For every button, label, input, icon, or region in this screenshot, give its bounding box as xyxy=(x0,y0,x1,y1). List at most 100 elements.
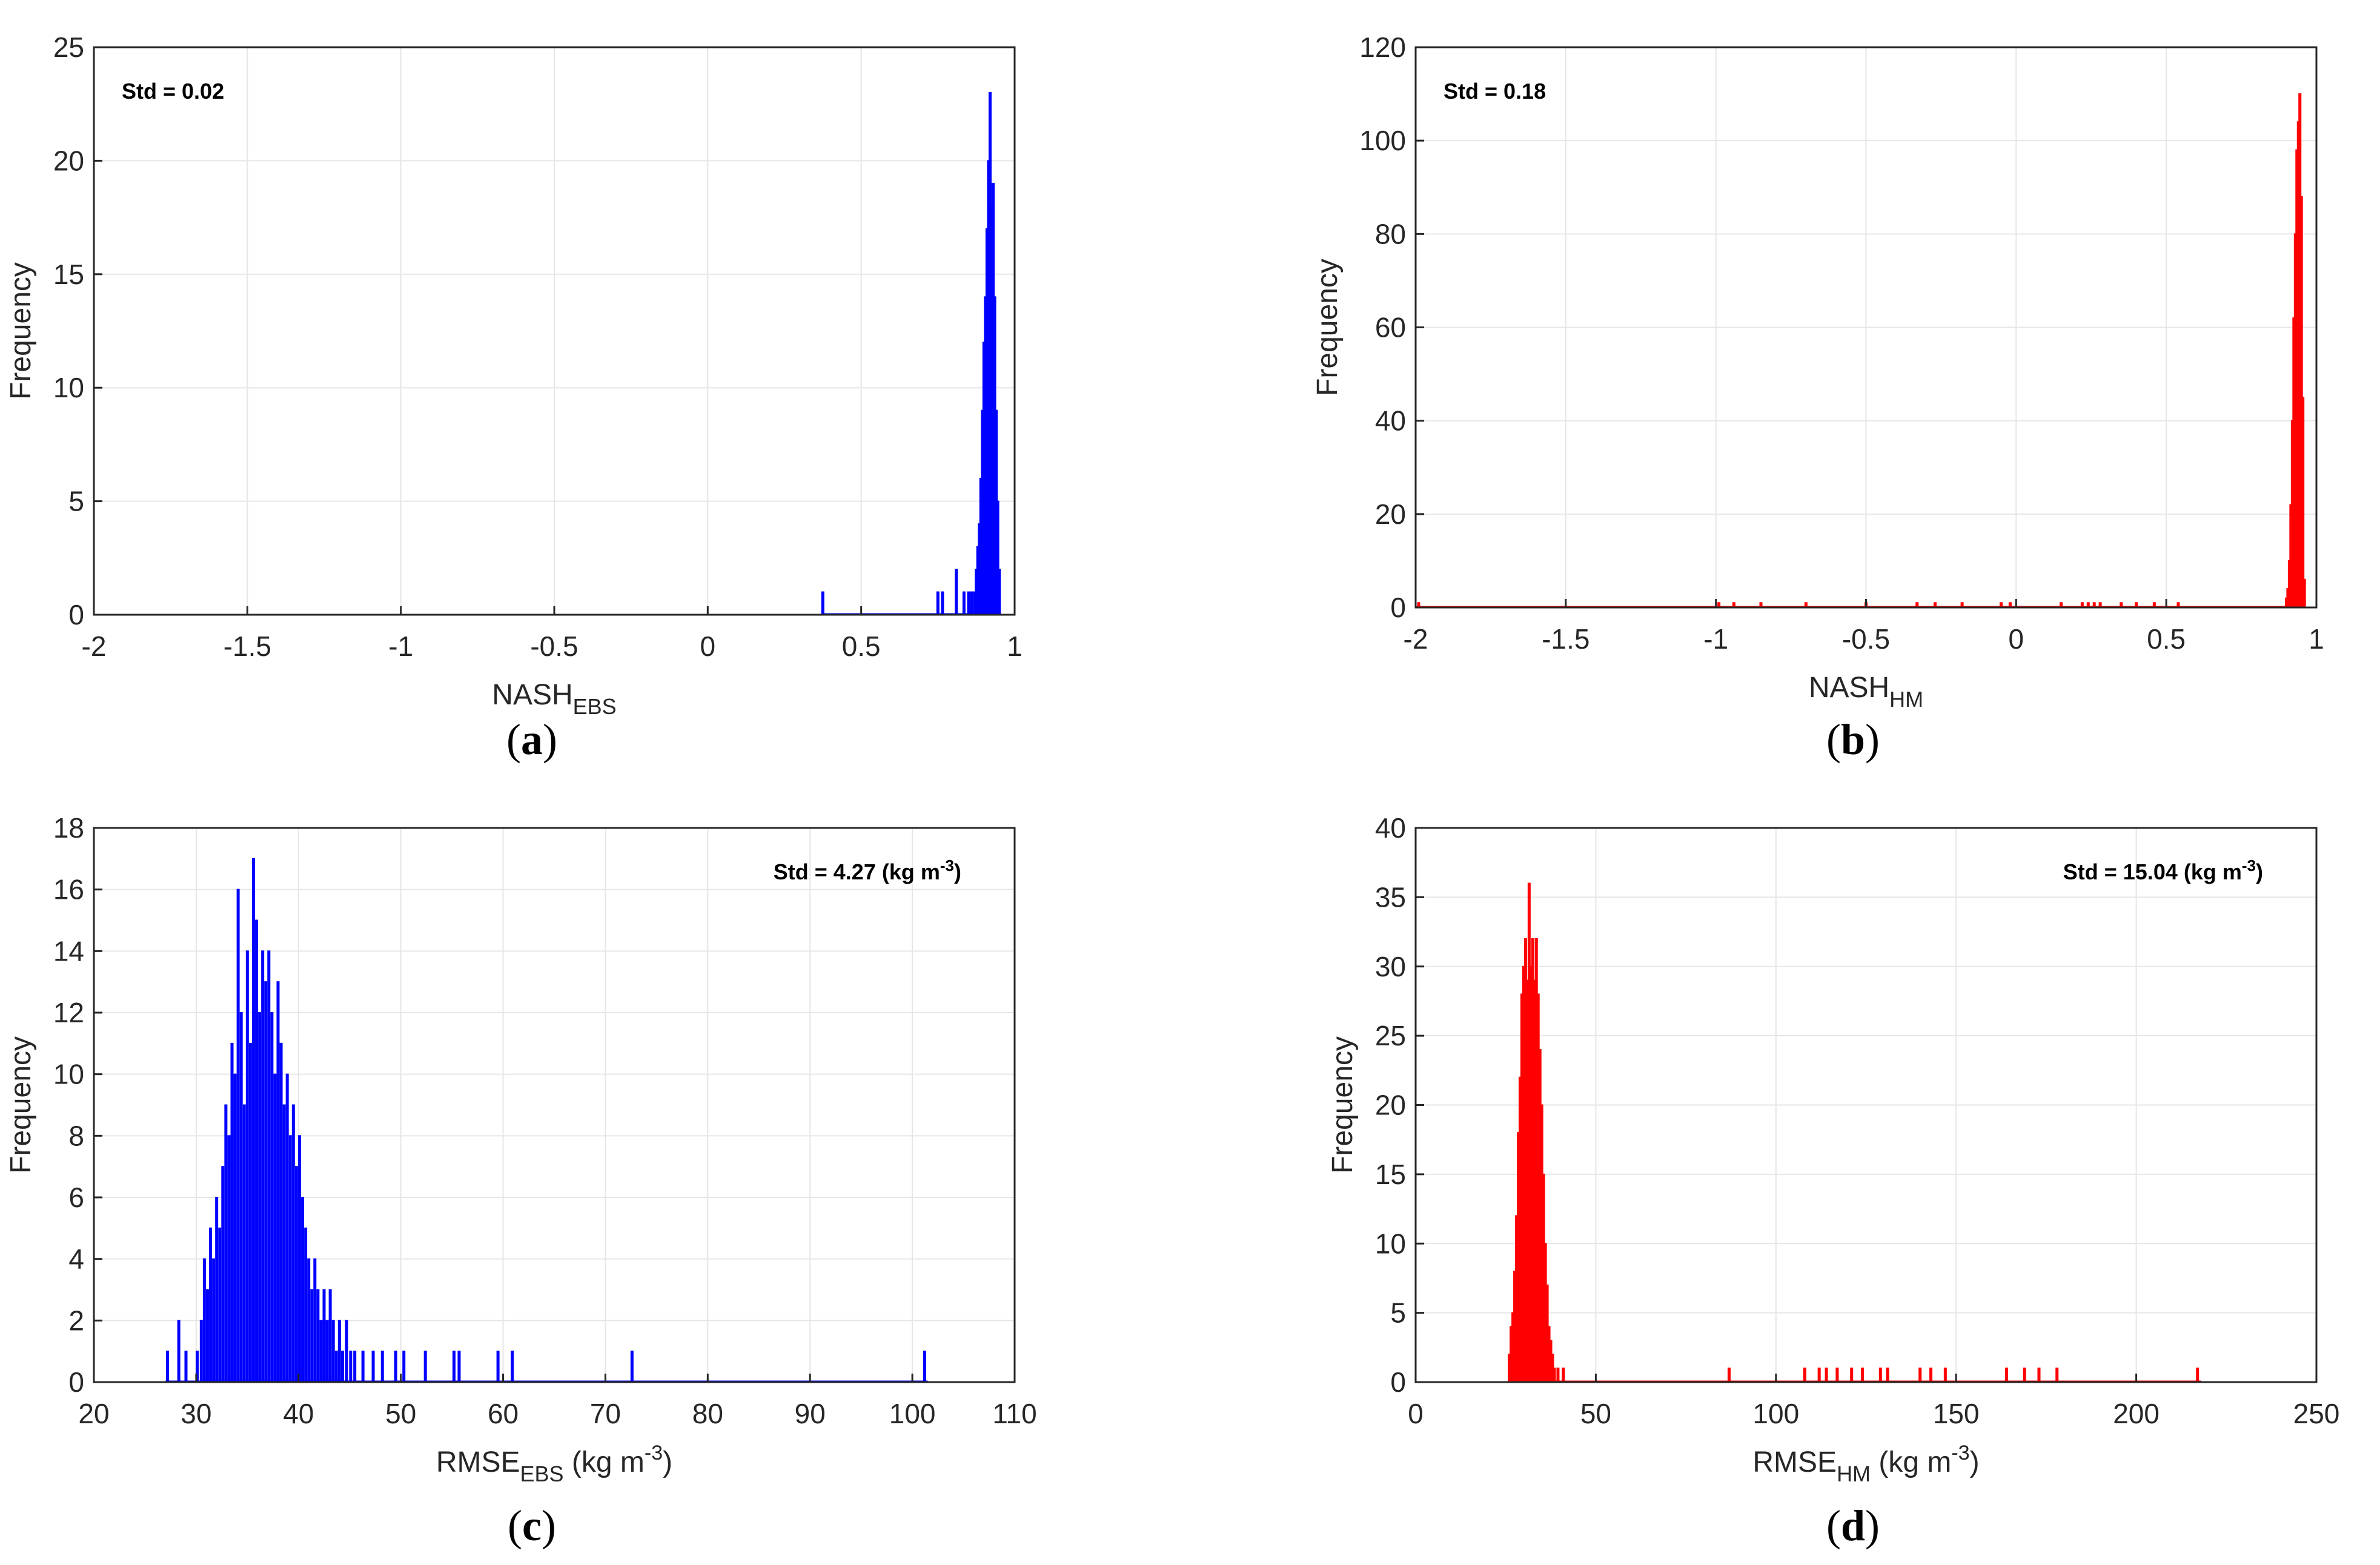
y-tick-label: 120 xyxy=(1359,31,1406,63)
std-annotation: Std = 4.27 (kg m-3) xyxy=(774,856,961,884)
y-tick-label: 0 xyxy=(1390,1366,1406,1398)
y-tick-label: 5 xyxy=(1390,1297,1406,1329)
y-tick-label: 40 xyxy=(1375,405,1406,437)
x-axis-label: NASHEBS xyxy=(492,679,616,719)
x-tick-label: -1 xyxy=(388,630,413,662)
x-tick-label: 80 xyxy=(692,1398,723,1429)
x-tick-label: 20 xyxy=(78,1398,109,1429)
histogram-bar xyxy=(1835,1368,1839,1383)
x-axis-label: RMSEHM (kg m-3) xyxy=(1752,1441,1979,1486)
histogram-bar xyxy=(325,1320,329,1383)
y-tick-label: 35 xyxy=(1375,881,1406,913)
histogram-bar xyxy=(962,591,966,616)
x-tick-label: 40 xyxy=(283,1398,314,1429)
y-tick-label: 12 xyxy=(53,997,84,1028)
histogram-bar xyxy=(340,1351,344,1383)
histogram-bar xyxy=(291,1104,295,1383)
x-tick-label: -2 xyxy=(82,630,107,662)
histogram-bar xyxy=(279,1042,283,1383)
histogram-bar xyxy=(941,591,944,616)
histogram-bar xyxy=(1918,1368,1922,1383)
histogram-bar xyxy=(255,919,259,1383)
histogram-bar xyxy=(337,1320,341,1383)
histogram-bar xyxy=(233,1073,237,1383)
histogram-bar xyxy=(1553,1368,1556,1383)
y-tick-label: 0 xyxy=(68,1366,84,1398)
histogram-bar xyxy=(328,1289,332,1383)
y-tick-label: 20 xyxy=(1375,498,1406,530)
y-tick-label: 15 xyxy=(53,259,84,290)
x-tick-label: -0.5 xyxy=(1842,623,1890,655)
histogram-bar xyxy=(273,1073,277,1383)
histogram-bar xyxy=(998,569,1001,615)
histogram-c: 20 30 40 50 60 70 80 90 100 110 0 2 4 6 8 10 12 14 16 18 Fre… xyxy=(5,812,1037,1486)
x-tick-label: 250 xyxy=(2293,1398,2340,1429)
y-tick-label: 14 xyxy=(53,935,84,967)
histogram-bar xyxy=(248,1042,252,1383)
histogram-bar xyxy=(353,1351,357,1383)
x-axis-label: RMSEEBS (kg m-3) xyxy=(436,1441,672,1486)
x-tick-label: 50 xyxy=(385,1398,416,1429)
histogram-bar xyxy=(496,1351,500,1383)
histogram-bar xyxy=(423,1351,427,1383)
histogram-bar xyxy=(205,1289,209,1383)
y-tick-label: 25 xyxy=(53,31,84,63)
histogram-bar xyxy=(267,950,271,1383)
caption-b: (b) xyxy=(1826,715,1880,764)
histogram-bar xyxy=(166,1351,170,1383)
histogram-bar xyxy=(821,591,824,616)
histogram-bar xyxy=(270,1012,274,1383)
histogram-bar xyxy=(227,1135,231,1383)
histogram-bar xyxy=(1803,1368,1806,1383)
y-tick-label: 6 xyxy=(68,1182,84,1213)
histogram-bar xyxy=(2037,1368,2041,1383)
histogram-bar xyxy=(307,1258,311,1383)
histogram-bar xyxy=(322,1289,326,1383)
histogram-bar xyxy=(218,1227,222,1383)
histogram-b: -2 -1.5 -1 -0.5 0 0.5 1 0 20 40 60 80 100 120 Frequenc… xyxy=(1311,31,2324,712)
histogram-bar xyxy=(402,1351,406,1383)
histogram-bar xyxy=(331,1320,335,1383)
histogram-a: -2 -1.5 -1 -0.5 0 0.5 10510152025FrequencyNASH… xyxy=(5,31,1023,719)
y-tick-label: 18 xyxy=(53,812,84,844)
histogram-bar xyxy=(2023,1368,2026,1383)
y-tick-label: 60 xyxy=(1375,312,1406,343)
histogram-bar xyxy=(2004,1368,2008,1383)
histogram-bar xyxy=(242,1104,246,1383)
y-tick-label: 25 xyxy=(1375,1020,1406,1051)
x-tick-label: 0 xyxy=(2009,623,2024,655)
histogram-bar xyxy=(334,1351,338,1383)
histogram-bar xyxy=(258,1012,262,1383)
y-tick-label: 20 xyxy=(53,145,84,176)
std-annotation: Std = 15.04 (kg m-3) xyxy=(2063,856,2263,884)
histogram-bar xyxy=(2301,397,2305,608)
histogram-bar xyxy=(2196,1368,2199,1383)
histogram-bar xyxy=(2055,1368,2059,1383)
x-tick-label: 0.5 xyxy=(2147,623,2186,655)
std-annotation: Std = 0.18 xyxy=(1444,79,1546,104)
histogram-bar xyxy=(511,1351,514,1383)
histogram-bar xyxy=(282,1104,286,1383)
y-axis-label: Frequency xyxy=(5,1036,37,1174)
histogram-bar xyxy=(316,1289,320,1383)
histogram-bar xyxy=(1562,1368,1565,1383)
histogram-bar xyxy=(261,950,265,1383)
panel-a: -2 -1.5 -1 -0.5 0 0.5 1 0 5 10 15 20 25 Frequency NASH… xyxy=(0,0,1190,782)
y-tick-label: 16 xyxy=(53,874,84,905)
histogram-bar xyxy=(224,1104,228,1383)
y-tick-label: 4 xyxy=(68,1243,84,1275)
histogram-bar xyxy=(345,1320,348,1383)
histogram-bar xyxy=(452,1351,456,1383)
histogram-bar xyxy=(970,591,973,616)
histogram-bar xyxy=(2302,578,2306,608)
histogram-bar xyxy=(1850,1368,1854,1383)
histogram-bar xyxy=(1929,1368,1933,1383)
y-tick-label: 15 xyxy=(1375,1159,1406,1190)
histogram-bar xyxy=(209,1227,213,1383)
y-tick-label: 5 xyxy=(68,486,84,517)
caption-a: (a) xyxy=(506,715,557,764)
y-tick-label: 0 xyxy=(68,599,84,630)
x-tick-label: 50 xyxy=(1580,1398,1611,1429)
histogram-bar xyxy=(212,1258,216,1383)
histogram-bar xyxy=(630,1351,634,1383)
